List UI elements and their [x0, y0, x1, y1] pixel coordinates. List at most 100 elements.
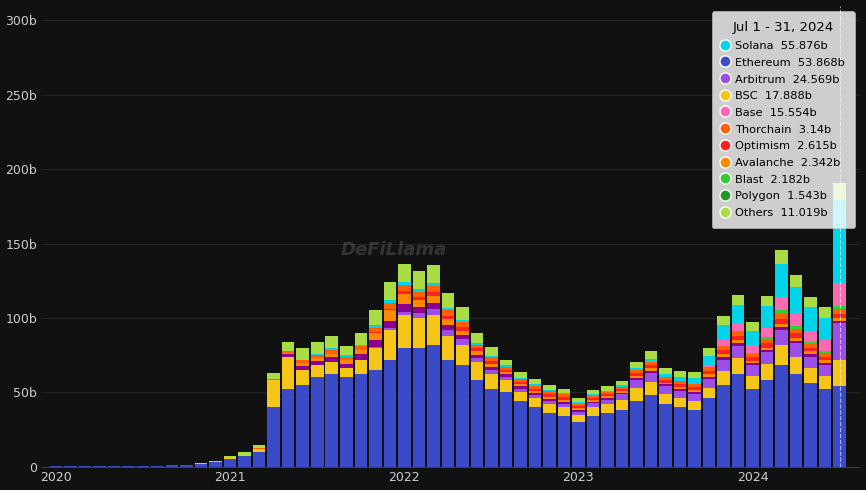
Bar [384, 282, 396, 300]
Bar [674, 377, 686, 381]
Bar [238, 452, 251, 455]
Bar [224, 459, 236, 466]
Bar [369, 327, 382, 332]
Bar [746, 321, 759, 331]
Bar [790, 341, 802, 343]
Bar [616, 387, 628, 389]
Bar [210, 462, 222, 466]
Bar [427, 295, 440, 303]
Bar [558, 393, 570, 394]
Bar [427, 303, 440, 309]
Bar [659, 377, 672, 380]
Bar [572, 410, 585, 412]
Bar [369, 332, 382, 333]
Bar [528, 379, 541, 384]
Bar [500, 374, 512, 377]
Bar [790, 314, 802, 326]
Bar [688, 377, 701, 384]
Bar [702, 377, 715, 379]
Bar [514, 382, 527, 384]
Bar [354, 354, 367, 360]
Bar [790, 287, 802, 314]
Bar [818, 360, 831, 363]
Bar [630, 362, 643, 368]
Bar [630, 368, 643, 370]
Bar [558, 407, 570, 416]
Bar [238, 456, 251, 466]
Bar [572, 402, 585, 404]
Bar [543, 404, 556, 413]
Bar [732, 358, 744, 374]
Bar [558, 394, 570, 397]
Bar [717, 360, 730, 371]
Bar [514, 378, 527, 379]
Bar [442, 325, 454, 330]
Bar [586, 390, 599, 394]
Bar [442, 311, 454, 316]
Bar [805, 347, 817, 351]
Bar [398, 294, 410, 304]
Bar [601, 400, 614, 404]
Bar [470, 344, 483, 348]
Bar [746, 389, 759, 466]
Bar [543, 392, 556, 394]
Bar [833, 283, 846, 306]
Bar [732, 346, 744, 358]
Bar [805, 307, 817, 331]
Bar [760, 343, 773, 347]
Bar [311, 354, 324, 355]
Bar [311, 377, 324, 466]
Bar [586, 407, 599, 416]
Bar [805, 351, 817, 354]
Bar [485, 389, 498, 466]
Bar [253, 445, 266, 448]
Bar [180, 465, 193, 466]
Bar [717, 385, 730, 466]
Bar [790, 374, 802, 466]
Bar [790, 357, 802, 374]
Bar [659, 380, 672, 383]
Bar [760, 352, 773, 364]
Bar [326, 337, 338, 348]
Bar [775, 366, 788, 466]
Bar [775, 344, 788, 366]
Bar [326, 350, 338, 354]
Bar [717, 357, 730, 360]
Bar [818, 376, 831, 389]
Bar [384, 311, 396, 321]
Bar [732, 331, 744, 336]
Bar [326, 363, 338, 374]
Bar [500, 370, 512, 372]
Bar [818, 350, 831, 353]
Bar [427, 315, 440, 344]
Bar [717, 316, 730, 325]
Bar [398, 291, 410, 294]
Bar [732, 340, 744, 343]
Bar [818, 366, 831, 376]
Bar [485, 367, 498, 370]
Bar [543, 399, 556, 401]
Bar [470, 343, 483, 344]
Bar [760, 337, 773, 339]
Bar [442, 336, 454, 360]
Bar [340, 360, 352, 364]
Bar [775, 327, 788, 330]
Bar [456, 307, 469, 320]
Bar [833, 306, 846, 309]
Bar [732, 295, 744, 305]
Bar [775, 264, 788, 296]
Bar [354, 350, 367, 354]
Bar [340, 364, 352, 368]
Bar [470, 348, 483, 351]
Bar [732, 374, 744, 466]
Bar [514, 401, 527, 466]
Bar [485, 374, 498, 389]
Bar [688, 393, 701, 401]
Bar [572, 404, 585, 406]
Bar [442, 308, 454, 311]
Bar [790, 329, 802, 334]
Bar [702, 370, 715, 374]
Bar [760, 306, 773, 328]
Bar [311, 343, 324, 354]
Bar [805, 354, 817, 357]
